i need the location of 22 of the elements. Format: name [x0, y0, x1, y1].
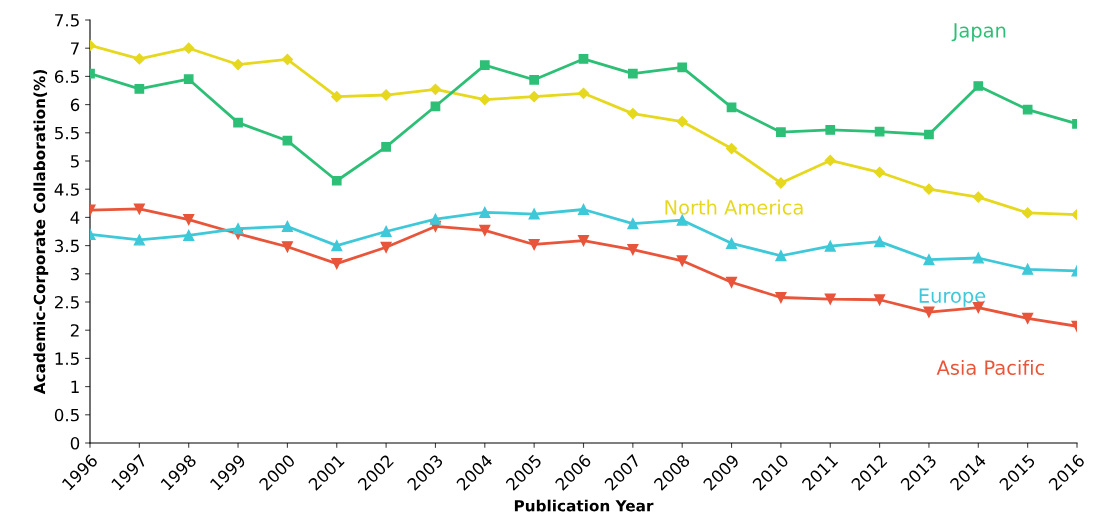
y-tick-label: 1: [71, 380, 79, 393]
y-tick-label: 3.5: [55, 239, 79, 253]
y-tick-label: 2: [70, 324, 79, 337]
y-tick-label: 7: [71, 42, 79, 55]
y-tick-label: 6: [70, 98, 80, 112]
y-tick-label: 0.5: [54, 408, 79, 422]
x-axis-title: Publication Year: [514, 499, 654, 512]
y-tick-label: 6.5: [54, 70, 79, 83]
series-label: Europe: [919, 288, 986, 307]
text: Japan: [951, 23, 1006, 42]
y-tick-label: 3: [70, 267, 79, 281]
y-tick-label: 5.5: [55, 126, 79, 140]
y-tick-label: 5: [70, 155, 79, 168]
y-tick-label: 7.5: [55, 14, 79, 27]
y-tick-label: 1.5: [55, 352, 79, 365]
y-tick-label: 2.5: [54, 295, 79, 309]
series-label: North America: [665, 199, 803, 215]
series-label: Asia Pacific: [936, 359, 1045, 375]
y-tick-label: 0: [70, 436, 80, 450]
y-tick-label: 4: [70, 211, 80, 224]
y-tick-label: 4.5: [54, 183, 79, 196]
y-axis-title: Academic-Corporate Collaboration(%): [33, 70, 49, 395]
